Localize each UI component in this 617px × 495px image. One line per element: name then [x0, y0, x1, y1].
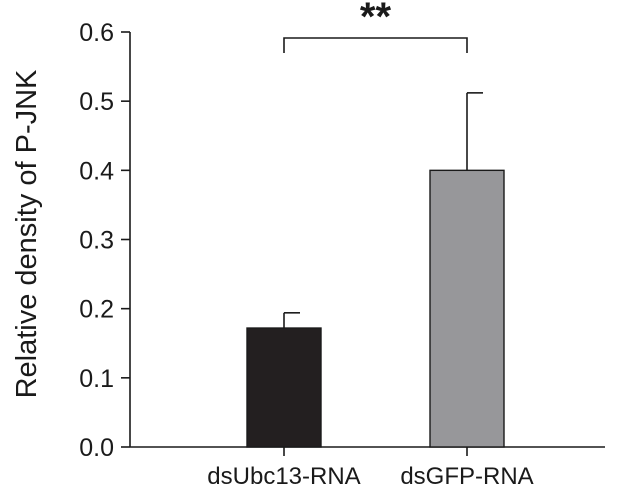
y-tick-label: 0.5: [79, 88, 114, 116]
y-tick-label: 0.6: [79, 19, 114, 47]
significance-label: **: [360, 0, 392, 39]
y-axis: 0.0 0.1 0.2 0.3 0.4 0.5 0.6: [79, 19, 131, 462]
bar: [246, 327, 322, 448]
bar: [429, 169, 505, 448]
significance-bracket: [283, 37, 468, 53]
significance-annotation: **: [283, 0, 468, 53]
y-tick-label: 0.2: [79, 296, 114, 324]
x-tick-label: dsUbc13-RNA: [207, 463, 360, 490]
y-tick-label: 0.1: [79, 365, 114, 393]
y-tick-label: 0.3: [79, 227, 114, 255]
x-tick-label: dsGFP-RNA: [400, 463, 533, 490]
y-tick-label: 0.4: [79, 157, 114, 185]
bars: [246, 92, 505, 448]
y-axis-title: Relative density of P-JNK: [11, 69, 43, 398]
y-tick-label: 0.0: [79, 434, 114, 462]
x-axis: dsUbc13-RNA dsGFP-RNA: [130, 446, 605, 490]
